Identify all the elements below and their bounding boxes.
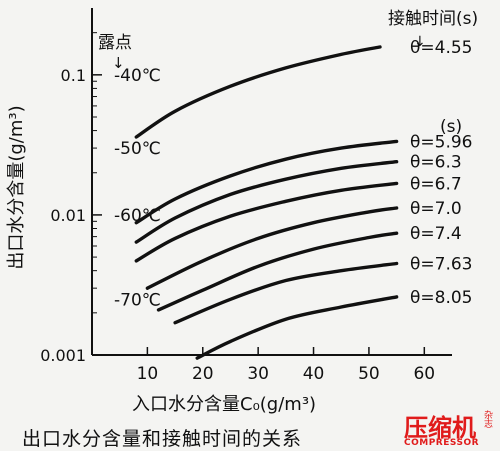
contact-time-unit: (s) bbox=[440, 117, 462, 137]
series-line bbox=[195, 295, 399, 360]
dew-point-title: 露点 bbox=[98, 33, 132, 53]
watermark-sub: COMPRESSOR bbox=[404, 438, 480, 448]
y-tick-label: 0.1 bbox=[61, 66, 86, 85]
dew-point-label: -60℃ bbox=[114, 206, 161, 226]
axes: 10 20 30 40 50 60 0.001 0.01 0.1 入口水分含量C₀(g/m³) 出口… bbox=[6, 8, 452, 415]
series-line bbox=[156, 231, 399, 312]
series-layer bbox=[134, 45, 399, 360]
y-tick-label: 0.01 bbox=[50, 206, 86, 225]
x-tick-label: 30 bbox=[247, 364, 269, 384]
series-line bbox=[134, 160, 399, 244]
series-label: θ=7.4 bbox=[410, 224, 462, 244]
y-tick-label: 0.001 bbox=[40, 346, 86, 365]
dew-point-arrow: ↓ bbox=[112, 54, 125, 72]
series-label: θ=6.3 bbox=[410, 153, 462, 173]
x-tick-label: 10 bbox=[137, 364, 159, 384]
watermark-side: 杂志 bbox=[482, 410, 492, 428]
x-tick-label: 20 bbox=[192, 364, 214, 384]
contact-time-arrow: ↓ bbox=[414, 34, 426, 50]
x-tick-label: 40 bbox=[303, 364, 325, 384]
series-label: θ=7.63 bbox=[410, 254, 473, 274]
series-label: θ=5.96 bbox=[410, 132, 473, 152]
x-tick-label: 50 bbox=[358, 364, 380, 384]
watermark-main: 压缩机 bbox=[404, 414, 476, 442]
series-line bbox=[134, 181, 399, 263]
dew-point-label: -40℃ bbox=[114, 66, 161, 86]
magazine-watermark: 压缩机 杂志 COMPRESSOR bbox=[404, 408, 500, 450]
x-tick-label: 60 bbox=[413, 364, 435, 384]
figure-caption: 出口水分含量和接触时间的关系 bbox=[22, 428, 303, 450]
series-line bbox=[145, 206, 399, 290]
series-line bbox=[173, 261, 399, 325]
series-label: θ=8.05 bbox=[410, 288, 473, 308]
contact-time-title: 接触时间(s) bbox=[388, 9, 478, 29]
dew-point-label: -70℃ bbox=[114, 290, 161, 310]
series-line bbox=[134, 139, 399, 225]
series-line bbox=[134, 45, 382, 139]
label-layer: 露点↓-40℃-50℃-60℃-70℃接触时间(s)↓(s)θ=4.55θ=5.… bbox=[98, 9, 478, 310]
series-label: θ=6.7 bbox=[410, 174, 462, 194]
y-axis-title: 出口水分含量(g/m³) bbox=[6, 105, 27, 269]
x-axis-title: 入口水分含量C₀(g/m³) bbox=[132, 394, 316, 415]
series-label: θ=4.55 bbox=[410, 38, 473, 58]
series-label: θ=7.0 bbox=[410, 199, 462, 219]
dew-point-label: -50℃ bbox=[114, 139, 161, 159]
